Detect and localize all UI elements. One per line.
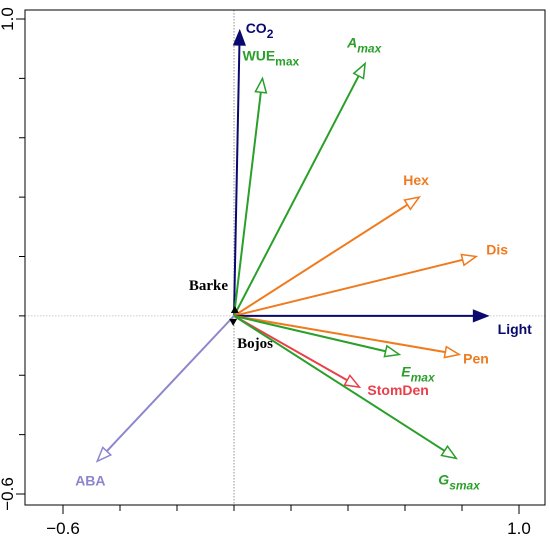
hex-label: Hex	[403, 172, 429, 188]
emax-arrowhead	[383, 344, 402, 358]
y-tick-label: −0.6	[0, 477, 17, 511]
barke-marker	[230, 305, 239, 313]
light-label: Light	[498, 321, 533, 337]
amax-arrowhead	[352, 61, 367, 80]
gsmax-arrowhead	[440, 444, 459, 460]
aba-vector-line	[106, 315, 235, 452]
pen-vector-line	[233, 314, 446, 354]
y-tick-label: 1.0	[0, 7, 17, 31]
co2-label: CO2	[246, 20, 274, 41]
barke-label: Barke	[189, 278, 229, 294]
plot-frame	[24, 9, 546, 506]
hex-arrowhead	[403, 195, 422, 211]
co2-vector-line	[233, 44, 241, 316]
emax-label: Emax	[401, 363, 436, 384]
x-tick-label: 1.0	[507, 519, 531, 538]
wue-vector-line	[233, 92, 262, 316]
gsmax-vector-line	[233, 315, 446, 452]
amax-label: Amax	[346, 35, 382, 56]
light-arrowhead	[472, 309, 490, 323]
gsmax-label: Gsmax	[438, 471, 481, 492]
dis-vector-line	[233, 258, 463, 317]
x-tick-label: −0.6	[46, 519, 80, 538]
dis-label: Dis	[486, 242, 508, 258]
wue-arrowhead	[254, 76, 268, 94]
aba-arrowhead	[95, 446, 113, 463]
bojos-label: Bojos	[237, 336, 273, 352]
pen-arrowhead	[443, 345, 462, 359]
pen-label: Pen	[463, 350, 489, 366]
aba-label: ABA	[75, 472, 105, 488]
hex-vector-line	[233, 203, 409, 317]
stomden-arrowhead	[343, 374, 362, 389]
dis-arrowhead	[460, 253, 479, 267]
co2-arrowhead	[232, 28, 246, 46]
stomden-label: StomDen	[367, 382, 428, 398]
sample-markers: Barke Bojos	[189, 278, 273, 352]
axes: −0.6 1.0 1.0 −0.6	[0, 7, 531, 538]
stomden-vector-line	[233, 315, 348, 382]
amax-vector-line	[233, 75, 360, 317]
emax-vector-line	[233, 314, 386, 353]
wue-label: WUEmax	[243, 47, 300, 68]
bojos-marker	[229, 318, 238, 326]
